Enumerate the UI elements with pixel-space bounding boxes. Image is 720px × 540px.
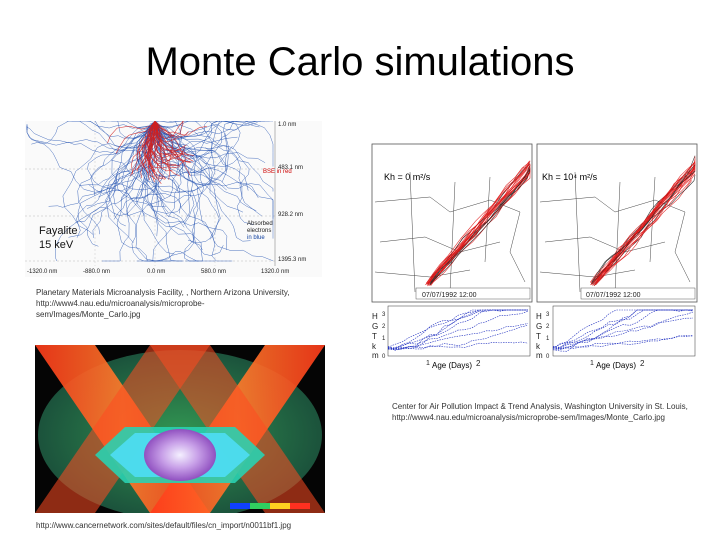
pollution-figure-caption: Center for Air Pollution Impact & Trend …: [392, 402, 688, 422]
x-tick: 1320.0 nm: [261, 269, 290, 275]
right-date-stamp: 07/07/1992 12:00: [586, 292, 641, 299]
x-tick: 580.0 nm: [201, 269, 227, 275]
electron-trajectory-figure: BSE in red Absorbed electrons in blue Fa…: [25, 121, 322, 277]
left-k-label: k: [372, 342, 376, 351]
electron-figure-caption: Planetary Materials Microanalysis Facili…: [36, 288, 290, 319]
left-y-tick: 2: [382, 324, 386, 330]
x-tick: -880.0 nm: [83, 269, 111, 275]
right-k-label: k: [536, 342, 540, 351]
pollution-trajectory-figure: Kh = 0 m²/s Kh = 10⁴ m²/s 07/07/1992 12:…: [370, 142, 700, 372]
left-y-tick: 1: [382, 336, 386, 342]
absorbed-label-2: electrons: [247, 228, 272, 234]
energy-label: 15 keV: [39, 239, 74, 251]
right-x-axis-label: Age (Days): [596, 361, 637, 370]
left-x-axis-label: Age (Days): [432, 361, 473, 370]
right-axis-t: T: [536, 332, 541, 341]
left-x-tick: 2: [476, 359, 481, 368]
slide-title: Monte Carlo simulations: [145, 40, 575, 84]
right-y-tick: 0: [546, 354, 550, 360]
left-x-tick: 1: [426, 360, 430, 367]
sample-label: Fayalite: [39, 225, 78, 237]
right-y-tick: 2: [546, 324, 550, 330]
pollution-trajectory-maps: [370, 142, 700, 372]
left-axis-h: H: [372, 312, 378, 321]
x-tick: 0.0 nm: [147, 269, 166, 275]
depth-tick: 1.0 nm: [278, 122, 297, 128]
depth-tick: 928.2 nm: [278, 212, 304, 218]
dose-distribution-figure: [35, 345, 325, 513]
right-kh-label: Kh = 10⁴ m²/s: [542, 172, 598, 182]
left-y-tick: 3: [382, 312, 386, 318]
right-x-tick: 1: [590, 360, 594, 367]
right-y-tick: 1: [546, 336, 550, 342]
right-m-label: m: [536, 351, 543, 360]
dose-figure-caption: http://www.cancernetwork.com/sites/defau…: [36, 521, 292, 530]
right-axis-h: H: [536, 312, 542, 321]
dose-distribution-image: [35, 345, 325, 513]
left-m-label: m: [372, 351, 379, 360]
bse-label: BSE in red: [263, 169, 292, 175]
right-y-tick: 3: [546, 312, 550, 318]
left-axis-t: T: [372, 332, 377, 341]
absorbed-label-1: Absorbed: [247, 221, 273, 227]
depth-tick: 1395.3 nm: [278, 257, 307, 263]
right-axis-g: G: [536, 322, 543, 331]
electron-trajectory-plot: [25, 121, 322, 277]
depth-tick: 483.1 nm: [278, 165, 304, 171]
left-y-tick: 0: [382, 354, 386, 360]
absorbed-label-3: in blue: [247, 235, 265, 241]
x-tick: -1320.0 nm: [27, 269, 58, 275]
left-axis-g: G: [372, 322, 379, 331]
right-x-tick: 2: [640, 359, 645, 368]
left-kh-label: Kh = 0 m²/s: [384, 172, 431, 182]
left-date-stamp: 07/07/1992 12:00: [422, 292, 477, 299]
